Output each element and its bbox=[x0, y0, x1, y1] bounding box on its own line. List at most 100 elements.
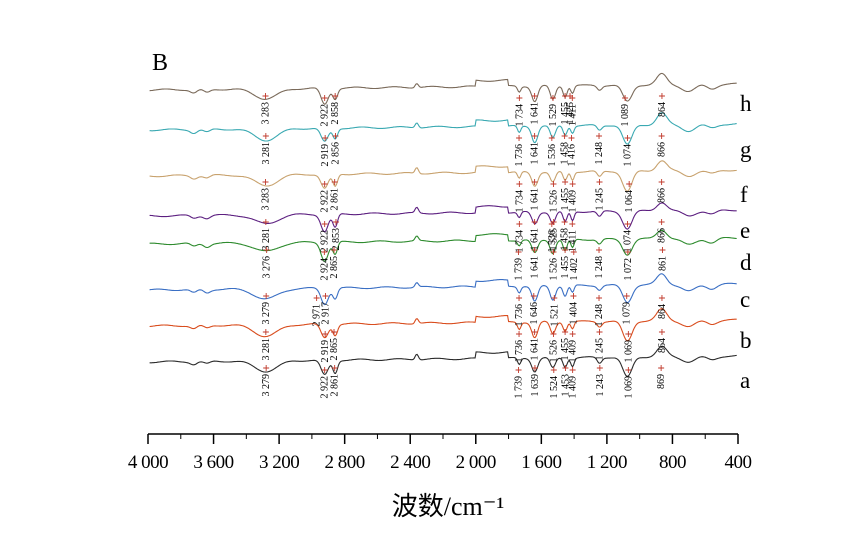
peak-label-f: 1 245 bbox=[595, 188, 606, 211]
peak-marker-b bbox=[596, 329, 603, 335]
peak-marker-a bbox=[550, 367, 557, 373]
peak-marker-f bbox=[626, 181, 633, 187]
peak-marker-e bbox=[658, 219, 665, 225]
peak-marker-g bbox=[596, 133, 603, 139]
peak-marker-d bbox=[550, 249, 557, 255]
peak-marker-d bbox=[596, 247, 603, 253]
peak-marker-f bbox=[331, 179, 338, 185]
peak-label-c: 3 279 bbox=[261, 302, 272, 325]
peak-marker-g bbox=[624, 135, 631, 141]
peak-marker-g bbox=[516, 135, 523, 141]
peak-marker-e bbox=[262, 219, 269, 225]
curve-label-a: a bbox=[740, 368, 750, 393]
peak-marker-f bbox=[321, 181, 328, 187]
peak-label-c: 2 971 bbox=[312, 304, 323, 327]
peak-marker-c bbox=[322, 293, 329, 299]
peak-label-g: 1 416 bbox=[566, 144, 577, 167]
peak-label-h: 1 455 bbox=[560, 102, 571, 125]
peak-marker-b bbox=[331, 329, 338, 335]
peak-label-f: 1 409 bbox=[568, 190, 579, 213]
peak-marker-d bbox=[321, 249, 328, 255]
peak-label-e: 866 bbox=[657, 228, 668, 243]
panel-label: B bbox=[152, 50, 168, 76]
peak-label-d: 2 924 bbox=[319, 258, 330, 281]
peak-marker-b bbox=[625, 331, 632, 337]
peak-label-e: 1 641 bbox=[530, 228, 541, 251]
peak-label-e: 3 281 bbox=[261, 228, 272, 251]
peak-marker-c bbox=[570, 293, 577, 299]
peak-marker-d bbox=[659, 247, 666, 253]
peak-label-c: 1 736 bbox=[514, 304, 525, 327]
peak-label-f: 1 734 bbox=[514, 190, 525, 213]
peak-marker-b bbox=[569, 331, 576, 337]
spectrum-c bbox=[149, 273, 737, 306]
peak-marker-c bbox=[516, 295, 523, 301]
peak-label-a: 1 453 bbox=[560, 374, 571, 397]
peak-label-a: 2 861 bbox=[330, 374, 341, 397]
peak-label-a: 1 243 bbox=[595, 374, 606, 397]
peak-label-g: 2 919 bbox=[320, 144, 331, 167]
peak-label-f: 1 064 bbox=[624, 190, 635, 213]
peak-marker-d bbox=[531, 247, 538, 253]
peak-label-d: 1 072 bbox=[623, 258, 634, 281]
peak-marker-h bbox=[332, 93, 339, 99]
peak-marker-f bbox=[531, 179, 538, 185]
peak-label-c: 864 bbox=[657, 304, 668, 319]
peak-marker-c bbox=[313, 295, 320, 301]
peak-marker-d bbox=[263, 247, 270, 253]
peak-label-b: 1 526 bbox=[548, 340, 559, 363]
curve-label-c: c bbox=[740, 287, 750, 312]
peak-label-d: 1 402 bbox=[569, 258, 580, 281]
peak-marker-h bbox=[321, 95, 328, 101]
peak-marker-d bbox=[570, 249, 577, 255]
peak-label-a: 869 bbox=[656, 374, 667, 389]
peak-marker-b bbox=[516, 331, 523, 337]
peak-marker-d bbox=[562, 247, 569, 253]
spectrum-a bbox=[149, 345, 737, 378]
peak-label-f: 2 922 bbox=[320, 190, 331, 213]
peak-marker-h bbox=[262, 93, 269, 99]
x-tick-label: 400 bbox=[725, 452, 752, 473]
x-tick-label: 800 bbox=[659, 452, 686, 473]
peak-label-h: 1 425 bbox=[565, 102, 576, 125]
peak-marker-b bbox=[562, 329, 569, 335]
peak-label-c: 1 079 bbox=[622, 302, 633, 325]
peak-marker-g bbox=[262, 133, 269, 139]
spectrum-g bbox=[149, 112, 737, 145]
peak-label-h: 1 411 bbox=[567, 104, 578, 126]
peak-marker-f bbox=[569, 181, 576, 187]
peak-marker-c bbox=[596, 295, 603, 301]
curve-label-d: d bbox=[740, 250, 752, 275]
spectrum-d bbox=[149, 229, 737, 262]
peak-marker-h bbox=[567, 93, 574, 99]
peak-label-g: 1 458 bbox=[560, 142, 571, 165]
peak-label-b: 864 bbox=[657, 338, 668, 353]
spectrum-f bbox=[149, 160, 737, 192]
x-tick-label: 1 200 bbox=[587, 452, 627, 473]
peak-marker-e bbox=[569, 221, 576, 227]
curve-label-b: b bbox=[740, 328, 752, 353]
peak-label-b: 3 281 bbox=[261, 338, 272, 361]
x-tick-label: 4 000 bbox=[128, 452, 168, 473]
peak-marker-f bbox=[516, 181, 523, 187]
peak-label-f: 2 861 bbox=[330, 188, 341, 211]
peak-label-d: 1 455 bbox=[560, 256, 571, 279]
peak-label-b: 2 865 bbox=[329, 338, 340, 361]
peak-label-e: 1 074 bbox=[623, 230, 634, 253]
peak-label-g: 1 074 bbox=[623, 144, 634, 167]
peak-label-h: 2 858 bbox=[330, 102, 341, 125]
peak-marker-a bbox=[331, 365, 338, 371]
peak-marker-b bbox=[550, 331, 557, 337]
peak-marker-h bbox=[658, 93, 665, 99]
peak-marker-g bbox=[322, 135, 329, 141]
peak-label-g: 1 536 bbox=[547, 144, 558, 167]
spectrum-h bbox=[149, 72, 737, 105]
peak-label-e: 1 734 bbox=[514, 230, 525, 253]
peak-label-a: 1 524 bbox=[549, 376, 560, 399]
peak-marker-a bbox=[625, 367, 632, 373]
peak-marker-c bbox=[551, 295, 558, 301]
peak-label-c: 1 521 bbox=[549, 304, 560, 327]
peak-label-b: 1 455 bbox=[560, 338, 571, 361]
